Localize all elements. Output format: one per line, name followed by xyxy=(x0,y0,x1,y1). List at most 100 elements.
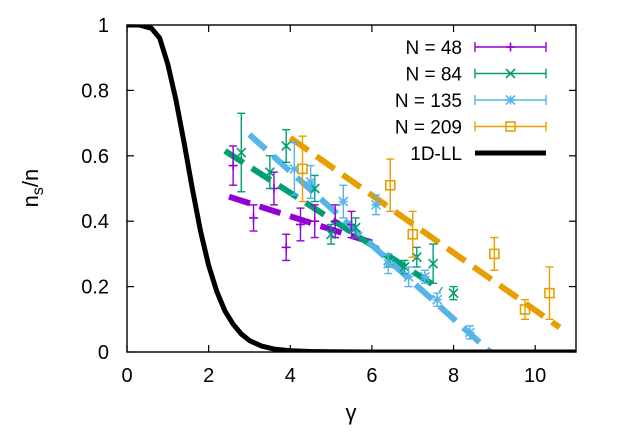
marker-stroke xyxy=(505,121,516,132)
legend-label: 1D-LL xyxy=(410,144,462,165)
marker-stroke xyxy=(505,68,516,79)
point-marker xyxy=(249,213,259,223)
point-marker xyxy=(295,219,305,229)
data-point xyxy=(383,253,394,275)
data-point xyxy=(295,207,305,242)
data-point xyxy=(338,184,349,219)
point-marker xyxy=(519,304,531,315)
theory-curve xyxy=(127,25,576,352)
data-point xyxy=(326,223,337,245)
data-point xyxy=(399,259,410,275)
data-point xyxy=(428,243,439,285)
marker-stroke xyxy=(297,163,308,175)
data-point xyxy=(489,236,500,271)
legend-marker xyxy=(505,121,516,132)
points-layer xyxy=(228,112,555,340)
marker-stroke xyxy=(403,271,414,282)
marker-stroke xyxy=(383,258,394,269)
marker-stroke xyxy=(326,229,337,240)
y-tick-label: 0.6 xyxy=(81,146,109,168)
point-marker xyxy=(297,163,308,175)
data-point xyxy=(464,325,475,340)
legend-marker xyxy=(506,42,515,52)
y-axis-label: ns/n xyxy=(18,169,47,208)
point-marker xyxy=(407,228,419,240)
y-tick-label: 0.2 xyxy=(81,277,109,299)
marker-stroke xyxy=(281,140,292,152)
marker-stroke xyxy=(236,147,247,158)
marker-stroke xyxy=(309,183,320,194)
data-point xyxy=(544,266,555,320)
data-point xyxy=(297,135,308,203)
point-marker xyxy=(384,179,396,191)
marker-stroke xyxy=(464,327,475,338)
marker-stroke xyxy=(384,179,396,191)
legend-item: N = 84 xyxy=(405,65,547,86)
data-point xyxy=(350,217,361,239)
x-tick-label: 4 xyxy=(285,365,296,387)
point-marker xyxy=(464,327,475,338)
point-marker xyxy=(383,258,394,269)
ticks-layer: 0 2 4 6 8 10 0 0.2 0.4 0.6 0.8 1 xyxy=(81,15,576,387)
data-point xyxy=(407,210,419,258)
legend-label: N = 48 xyxy=(405,38,462,59)
marker-stroke xyxy=(419,271,431,282)
legend-label: N = 209 xyxy=(395,118,462,139)
legend-item: 1D-LL xyxy=(410,144,546,165)
data-point xyxy=(432,292,443,307)
data-point xyxy=(370,194,382,216)
point-marker xyxy=(428,258,439,269)
legend-label: N = 84 xyxy=(405,65,462,86)
point-marker xyxy=(544,287,555,299)
x-tick-label: 6 xyxy=(366,365,377,387)
marker-stroke xyxy=(519,304,531,315)
point-marker xyxy=(403,271,414,282)
point-marker xyxy=(338,196,349,207)
marker-stroke xyxy=(370,199,382,210)
legend: N = 48 N = 84 N = 135 N = 209 1D-LL xyxy=(395,38,547,165)
marker-stroke xyxy=(338,196,349,207)
point-marker xyxy=(309,183,320,194)
data-point xyxy=(281,233,291,262)
x-tick-label: 8 xyxy=(448,365,459,387)
x-tick-label: 10 xyxy=(524,365,546,387)
point-marker xyxy=(432,294,443,305)
fit-line xyxy=(223,148,443,293)
marker-stroke xyxy=(505,94,516,106)
marker-stroke xyxy=(264,167,275,178)
y-tick-label: 0.8 xyxy=(81,80,109,102)
data-point xyxy=(309,174,320,203)
point-marker xyxy=(236,147,247,158)
legend-item: N = 135 xyxy=(395,91,547,112)
y-tick-label: 0 xyxy=(98,342,109,364)
point-marker xyxy=(310,216,320,226)
marker-stroke xyxy=(350,222,361,233)
marker-stroke xyxy=(305,176,316,188)
point-marker xyxy=(264,167,275,178)
x-tick-label: 0 xyxy=(121,365,132,387)
data-point xyxy=(249,204,259,232)
point-marker xyxy=(330,216,340,226)
marker-stroke xyxy=(544,287,555,299)
legend-label: N = 135 xyxy=(395,91,462,112)
point-marker xyxy=(448,288,459,299)
point-marker xyxy=(411,252,422,263)
point-marker xyxy=(350,222,361,233)
point-marker xyxy=(228,161,238,171)
x-axis-label: γ xyxy=(346,400,357,425)
marker-stroke xyxy=(432,294,443,305)
data-point xyxy=(384,158,396,213)
data-point xyxy=(236,112,247,193)
point-marker xyxy=(419,271,431,282)
y-tick-label: 0.4 xyxy=(81,211,109,233)
data-point xyxy=(264,155,275,190)
data-point xyxy=(305,164,316,200)
data-point xyxy=(419,269,431,285)
data-point xyxy=(281,128,292,164)
y-tick-label: 1 xyxy=(98,15,109,37)
data-point xyxy=(310,204,320,239)
marker-stroke xyxy=(489,248,500,260)
marker-stroke xyxy=(407,228,419,240)
legend-marker xyxy=(505,68,516,79)
